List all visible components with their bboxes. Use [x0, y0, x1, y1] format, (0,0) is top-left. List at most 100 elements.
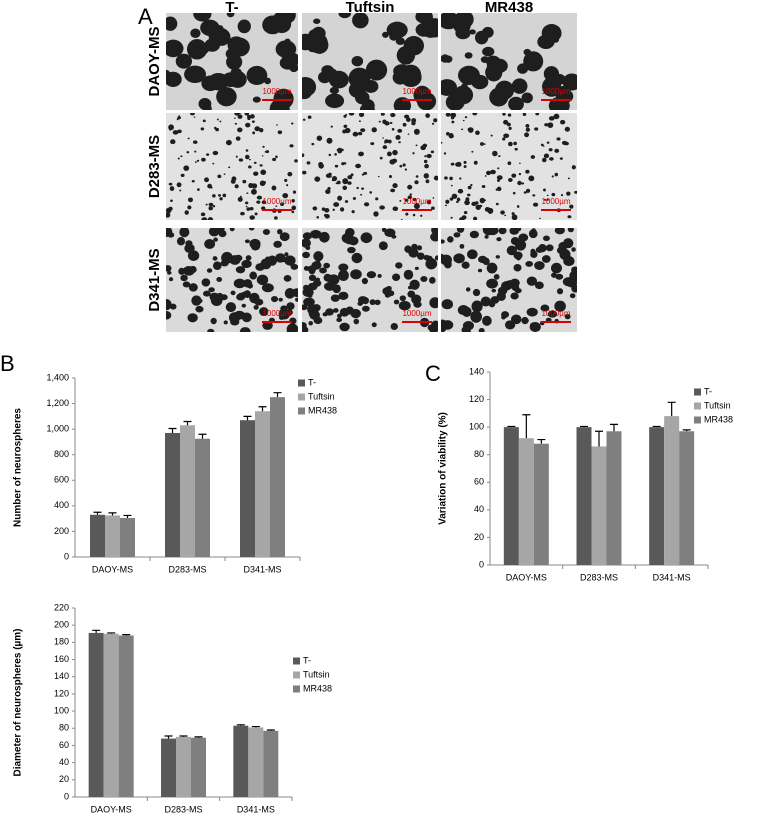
neurosphere	[278, 297, 283, 302]
error-bar	[164, 735, 173, 739]
neurosphere	[350, 173, 354, 177]
neurosphere	[567, 215, 572, 219]
neurosphere	[207, 183, 213, 189]
neurosphere	[188, 283, 198, 292]
neurosphere	[574, 190, 577, 194]
neurosphere	[242, 179, 247, 184]
bar	[270, 397, 285, 557]
neurosphere	[311, 261, 322, 270]
neurosphere	[202, 103, 212, 110]
neurosphere	[273, 95, 290, 109]
neurosphere	[559, 119, 566, 125]
neurosphere	[177, 157, 180, 160]
error-bar	[258, 406, 267, 412]
neurosphere	[352, 13, 365, 24]
neurosphere	[426, 153, 432, 159]
neurosphere	[334, 164, 339, 168]
neurosphere	[469, 230, 479, 239]
neurosphere	[336, 148, 340, 152]
neurosphere	[350, 308, 361, 319]
neurosphere	[274, 216, 278, 220]
neurosphere	[443, 18, 451, 26]
neurosphere	[201, 75, 220, 92]
neurosphere	[546, 194, 549, 197]
neurosphere	[237, 196, 243, 202]
row-label: D341-MS	[146, 248, 163, 311]
neurosphere	[217, 174, 222, 179]
neurosphere	[225, 139, 232, 146]
column-header: MR438	[485, 0, 533, 16]
neurosphere	[361, 277, 369, 285]
neurosphere	[264, 77, 271, 85]
neurosphere	[248, 158, 251, 161]
neurosphere	[308, 274, 317, 282]
neurosphere	[323, 273, 332, 282]
neurosphere	[495, 202, 499, 206]
neurosphere	[545, 244, 554, 252]
neurosphere	[412, 213, 416, 217]
panel-letter: B	[0, 351, 15, 376]
neurosphere	[246, 207, 250, 211]
neurosphere	[523, 48, 531, 56]
neurosphere	[398, 300, 411, 311]
neurosphere	[182, 281, 191, 288]
neurosphere	[282, 193, 289, 199]
neurosphere	[540, 304, 550, 312]
neurosphere	[488, 300, 496, 308]
neurosphere	[275, 155, 278, 159]
neurosphere	[388, 175, 392, 179]
neurosphere	[484, 234, 489, 239]
neurosphere	[248, 228, 255, 231]
neurosphere	[566, 191, 571, 196]
scale-bar-label: 1000µm	[402, 309, 431, 318]
neurosphere	[248, 165, 252, 169]
neurosphere	[328, 153, 332, 157]
neurosphere	[547, 122, 554, 128]
neurosphere	[513, 263, 522, 272]
bar	[103, 633, 119, 797]
neurosphere	[462, 119, 465, 122]
neurosphere	[201, 217, 208, 220]
neurosphere	[168, 124, 174, 131]
neurosphere	[351, 56, 364, 67]
neurosphere	[186, 151, 190, 154]
neurosphere	[187, 197, 193, 203]
neurosphere	[244, 154, 250, 160]
neurosphere	[166, 299, 172, 311]
neurosphere	[393, 299, 400, 305]
neurosphere	[220, 294, 228, 301]
neurosphere	[285, 309, 293, 316]
neurosphere	[330, 294, 340, 302]
neurosphere	[235, 136, 241, 141]
neurosphere	[325, 308, 334, 316]
error-bar	[92, 629, 101, 633]
neurosphere	[540, 143, 544, 147]
neurosphere	[332, 284, 341, 294]
neurosphere	[424, 155, 427, 158]
neurosphere	[543, 198, 547, 201]
neurosphere	[313, 316, 323, 325]
neurosphere	[379, 205, 385, 210]
neurosphere	[511, 212, 515, 216]
neurosphere	[381, 228, 387, 233]
micrograph: 1000µm	[441, 228, 577, 332]
neurosphere	[482, 228, 495, 236]
error-bar	[179, 735, 188, 737]
neurosphere	[241, 303, 247, 308]
neurosphere	[384, 142, 386, 144]
neurosphere	[518, 172, 522, 176]
error-bar	[123, 514, 132, 519]
legend-swatch	[298, 393, 305, 401]
error-bar	[522, 414, 531, 439]
neurosphere	[302, 170, 307, 175]
scale-bar-label: 1000µm	[262, 197, 291, 206]
neurosphere	[508, 96, 524, 110]
neurosphere	[412, 197, 417, 202]
neurosphere	[256, 195, 263, 200]
neurosphere	[392, 206, 399, 212]
neurosphere	[398, 141, 401, 144]
neurosphere	[470, 183, 473, 187]
neurosphere	[192, 140, 198, 144]
neurosphere	[554, 172, 559, 177]
neurosphere	[506, 122, 511, 127]
